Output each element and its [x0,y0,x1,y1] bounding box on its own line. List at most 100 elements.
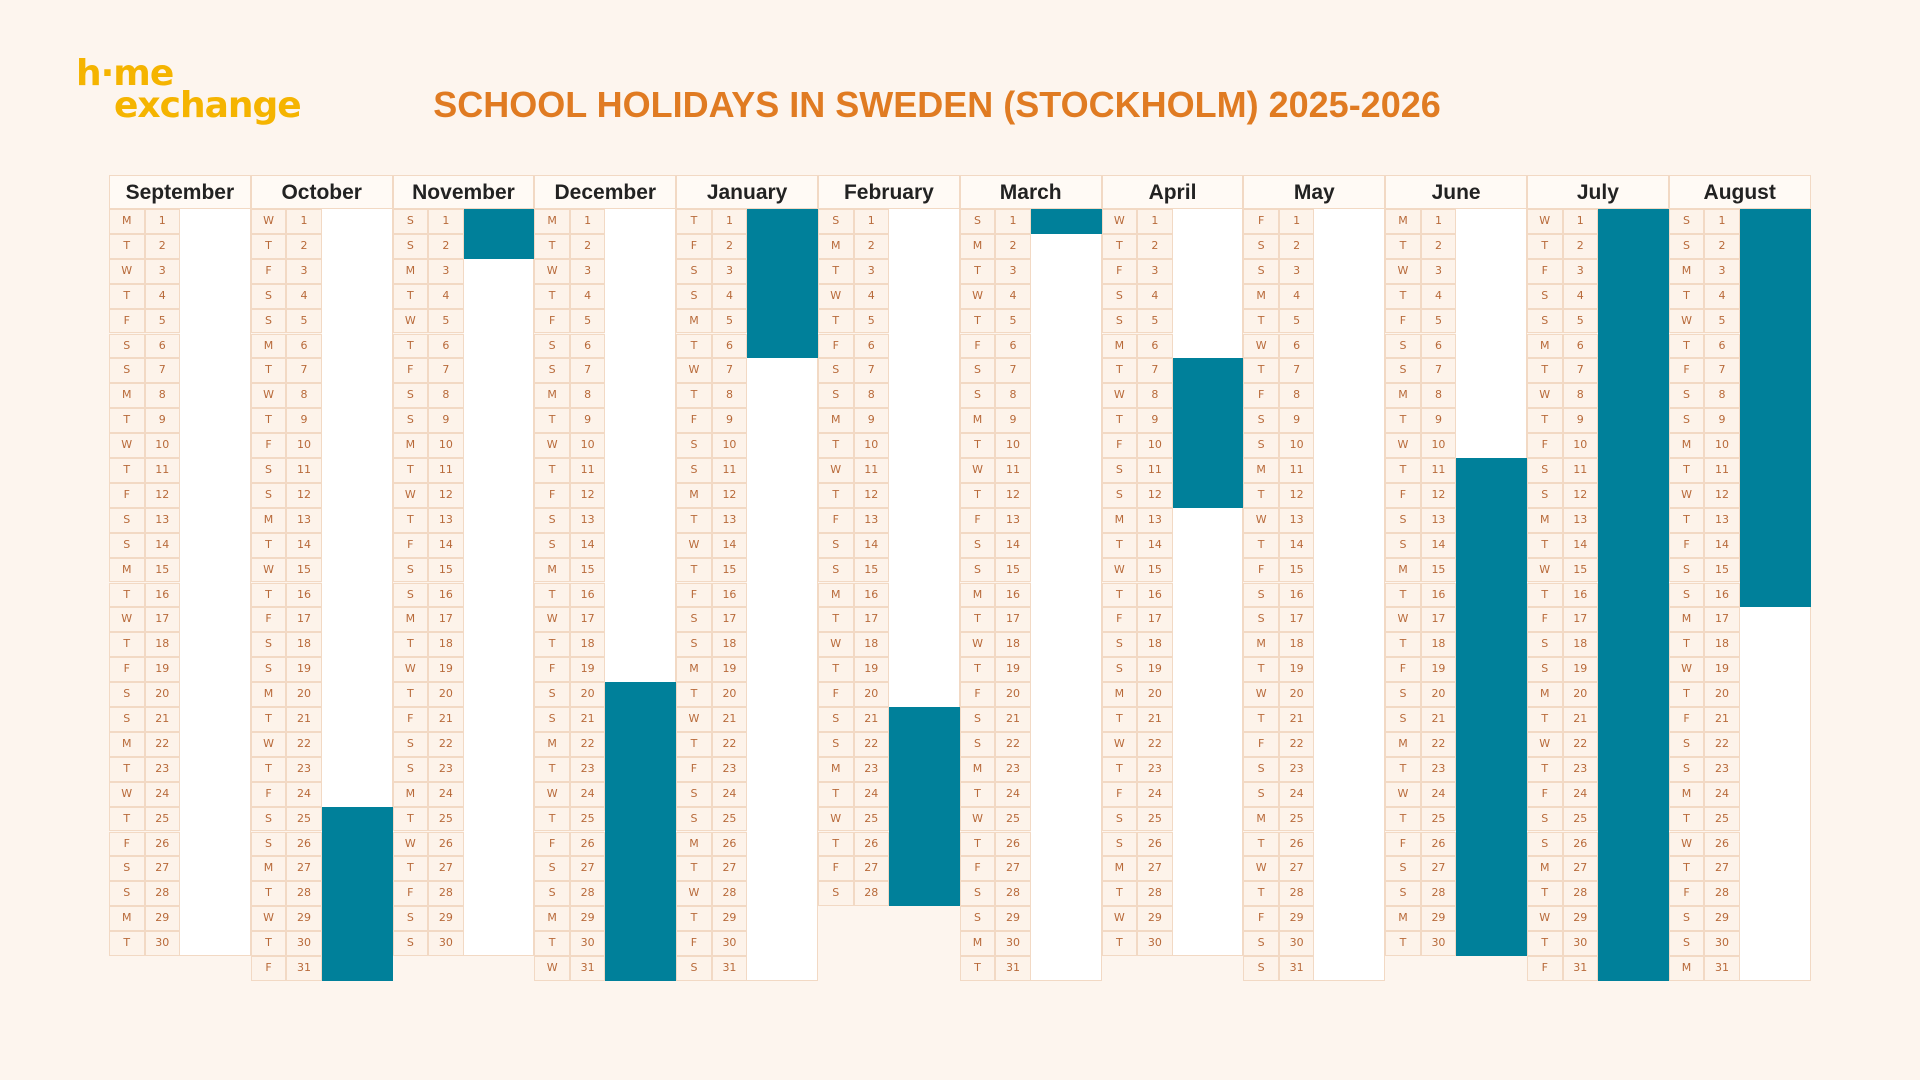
day: 25 [1278,806,1315,832]
day: 19 [286,657,322,683]
day: 1 [1137,209,1173,234]
day: 3 [569,258,606,284]
day: 22 [569,731,606,757]
weekday: S [392,756,429,782]
weekday: F [1668,707,1705,732]
day: 20 [1704,682,1740,707]
weekday: T [959,956,996,981]
weekday: S [534,856,570,882]
weekday: T [818,258,854,284]
day: 24 [1278,781,1315,807]
weekday: T [1243,532,1279,558]
weekday: M [959,756,996,782]
weekday: T [676,906,712,932]
day: 28 [1420,881,1457,907]
weekday: T [1527,881,1563,907]
weekday: M [109,557,145,583]
day: 22 [286,731,322,757]
day: 2 [1562,233,1598,259]
weekday: M [959,408,996,434]
day: 8 [428,383,464,409]
weekday: T [1385,458,1421,483]
day: 6 [1704,333,1740,359]
weekday: T [534,806,570,832]
day: 13 [144,507,180,533]
weekday: S [392,582,429,608]
day: 27 [1420,856,1457,882]
day: 21 [711,707,748,732]
weekday: M [392,781,429,807]
weekday: S [1668,906,1705,932]
weekday: W [818,283,854,309]
day: 28 [1278,881,1315,907]
weekday: M [392,433,429,458]
day: 6 [1278,333,1315,359]
weekday: S [250,283,287,309]
weekday: T [250,233,287,259]
month-header: November [392,175,535,209]
day: 25 [286,806,322,832]
weekday: T [1101,881,1138,907]
weekday: T [534,582,570,608]
day: 16 [1137,582,1173,608]
weekday: T [818,831,854,857]
weekday: W [959,458,996,483]
logo: h·me exchange [76,56,302,124]
weekday: W [1385,607,1421,633]
day: 17 [1278,607,1315,633]
weekday: T [959,482,996,508]
weekday: T [392,632,429,658]
weekday: W [392,308,429,334]
day: 7 [853,358,889,384]
weekday: F [1243,209,1279,234]
weekday: S [1101,482,1138,508]
day: 8 [1278,383,1315,409]
weekday: S [109,707,145,732]
weekday: S [1668,756,1705,782]
day: 25 [1137,806,1173,832]
day: 16 [1278,582,1315,608]
weekday: T [1243,881,1279,907]
day: 4 [1420,283,1457,309]
weekday: S [109,682,145,707]
weekday: W [534,956,570,981]
weekday: T [1527,233,1563,259]
day: 2 [995,233,1031,259]
weekday: S [1101,806,1138,832]
day: 22 [1278,731,1315,757]
weekday: S [959,906,996,932]
weekday: T [1385,931,1421,956]
day: 27 [1704,856,1740,882]
day: 6 [1420,333,1457,359]
weekday: T [676,333,712,359]
day: 27 [1137,856,1173,882]
day: 18 [995,632,1031,658]
weekday: S [1101,632,1138,658]
weekday: T [1668,806,1705,832]
weekday: M [959,931,996,956]
month-header: April [1101,175,1244,209]
weekday: W [959,632,996,658]
day: 16 [1562,582,1598,608]
day: 3 [1562,258,1598,284]
weekday: F [1385,657,1421,683]
day: 1 [286,209,322,234]
weekday: T [818,482,854,508]
day: 30 [1420,931,1457,956]
weekday: M [392,258,429,284]
day: 11 [1137,458,1173,483]
day: 20 [1137,682,1173,707]
day: 8 [711,383,748,409]
weekday: M [818,233,854,259]
weekday: S [109,856,145,882]
weekday: T [1101,233,1138,259]
day: 22 [1137,731,1173,757]
weekday: F [676,582,712,608]
day: 30 [428,931,464,956]
day: 14 [144,532,180,558]
day: 12 [569,482,606,508]
weekday: F [392,707,429,732]
weekday: F [1243,557,1279,583]
weekday: T [676,557,712,583]
weekday: W [1527,557,1563,583]
